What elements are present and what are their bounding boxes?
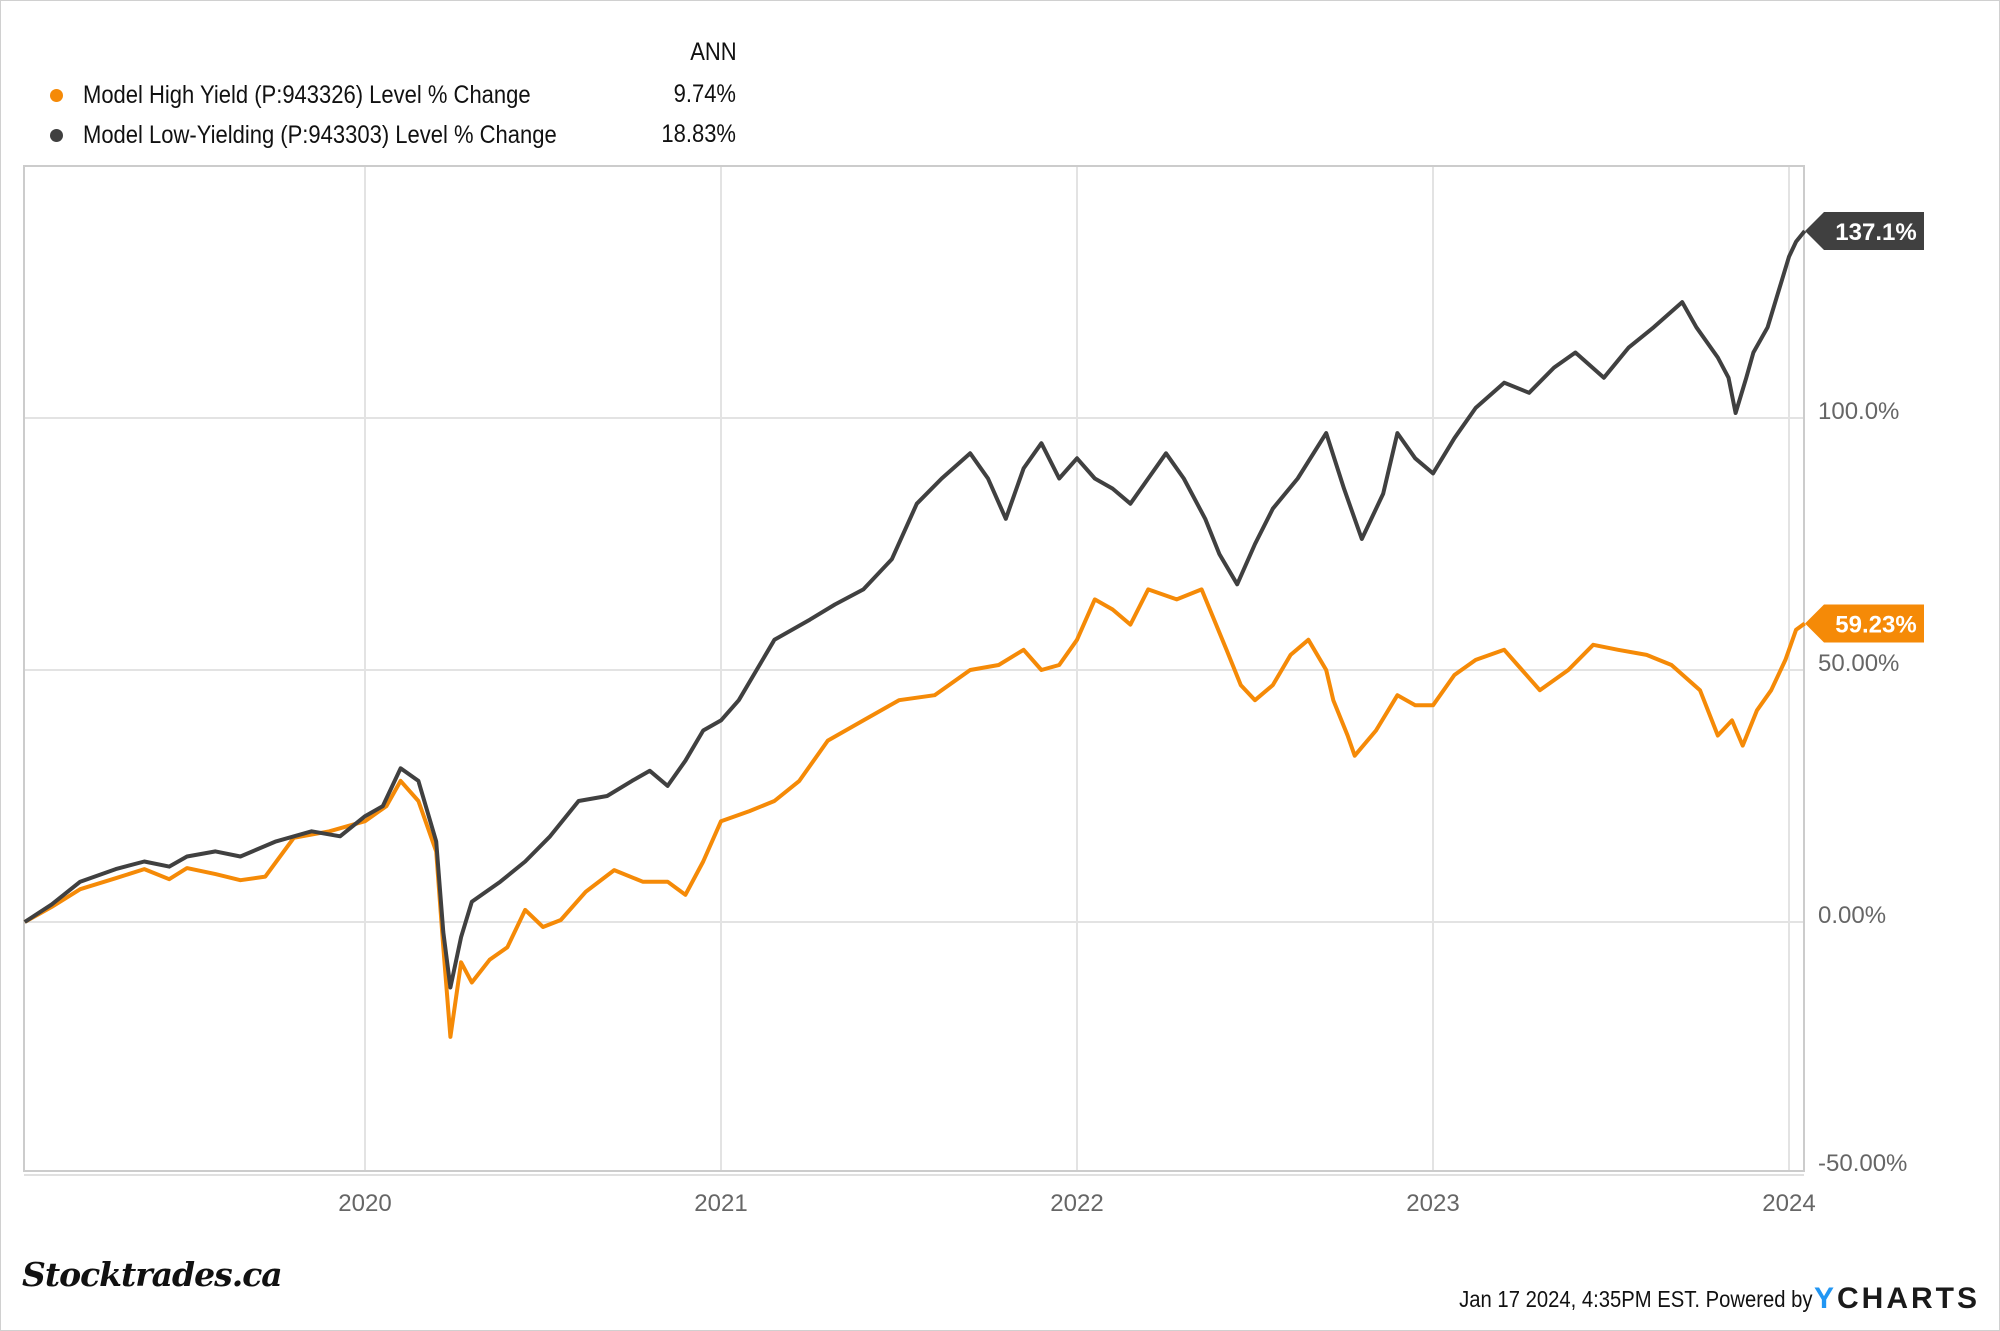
y-tick-label: 50.00% <box>1818 650 1899 677</box>
series-dot-icon <box>50 88 63 102</box>
end-value-label: 137.1% <box>1835 219 1916 246</box>
x-tick-label: 2024 <box>1762 1190 1815 1217</box>
y-tick-label: -50.00% <box>1818 1150 1907 1177</box>
x-tick-label: 2023 <box>1406 1190 1459 1217</box>
x-tick-label: 2021 <box>694 1190 747 1217</box>
end-value-badge-shape <box>1805 212 1924 251</box>
ycharts-logo[interactable]: Y CHARTS <box>1814 1282 1980 1316</box>
end-value-badge: 137.1% <box>1805 212 1924 251</box>
y-tick-label: 100.0% <box>1818 398 1899 425</box>
plot-area-border <box>23 165 1805 1172</box>
series-layer <box>23 229 1807 1039</box>
line-chart: 2020 2021 2022 2023 2024 -50.00% 0.00% 50.00% 1… <box>23 165 1924 1217</box>
end-labels: 59.23% 137.1% <box>1805 212 1924 643</box>
legend-item-low-yielding[interactable]: Model Low-Yielding (P:943303) Level % Ch… <box>50 118 621 152</box>
ycharts-logo-y: Y <box>1813 1282 1837 1315</box>
legend-item-high-yield[interactable]: Model High Yield (P:943326) Level % Chan… <box>50 78 592 112</box>
legend-item-value: 9.74% <box>673 80 736 108</box>
ycharts-logo-text: CHARTS <box>1837 1282 1980 1315</box>
series-line-high-yield <box>23 587 1806 1039</box>
end-value-badge-shape <box>1805 604 1924 643</box>
footer-attribution: Jan 17 2024, 4:35PM EST. Powered by Y CHA… <box>1411 1282 1980 1316</box>
legend-column-header: ANN <box>690 38 737 66</box>
legend-item-label: Model High Yield (P:943326) Level % Chan… <box>83 80 531 109</box>
stocktrades-logo: Stocktrades.ca <box>22 1255 283 1294</box>
series-dot-icon <box>50 128 63 142</box>
series-line-low-yielding <box>23 229 1807 990</box>
legend-item-label: Model Low-Yielding (P:943303) Level % Ch… <box>83 120 557 149</box>
x-axis-ticks: 2020 2021 2022 2023 2024 <box>338 1190 1815 1217</box>
end-value-label: 59.23% <box>1835 611 1916 638</box>
grid <box>24 166 1804 1171</box>
y-tick-label: 0.00% <box>1818 902 1886 929</box>
y-axis-ticks: -50.00% 0.00% 50.00% 100.0% <box>1818 398 1907 1177</box>
end-value-badge: 59.23% <box>1805 604 1924 643</box>
timestamp: Jan 17 2024, 4:35PM EST. Powered by <box>1458 1285 1812 1312</box>
legend-item-value: 18.83% <box>661 120 736 148</box>
x-tick-label: 2020 <box>338 1190 391 1217</box>
x-tick-label: 2022 <box>1050 1190 1103 1217</box>
